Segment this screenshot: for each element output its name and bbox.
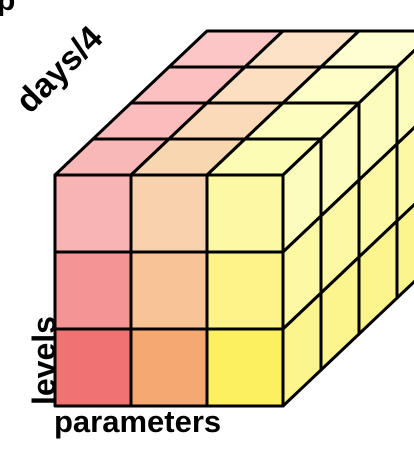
front-face-cell xyxy=(205,327,285,408)
front-face-cell xyxy=(205,173,285,254)
front-face-cell xyxy=(129,250,209,331)
front-face-cell xyxy=(53,250,133,331)
front-face-cell xyxy=(205,250,285,331)
parameters-axis-label: parameters xyxy=(54,404,222,439)
cut-off-top-text: p xyxy=(0,0,16,17)
levels-axis-label: levels xyxy=(26,316,62,405)
front-face-cell xyxy=(129,173,209,254)
front-face-cell xyxy=(53,173,133,254)
front-face-cell xyxy=(129,327,209,408)
front-face-cell xyxy=(53,327,133,408)
